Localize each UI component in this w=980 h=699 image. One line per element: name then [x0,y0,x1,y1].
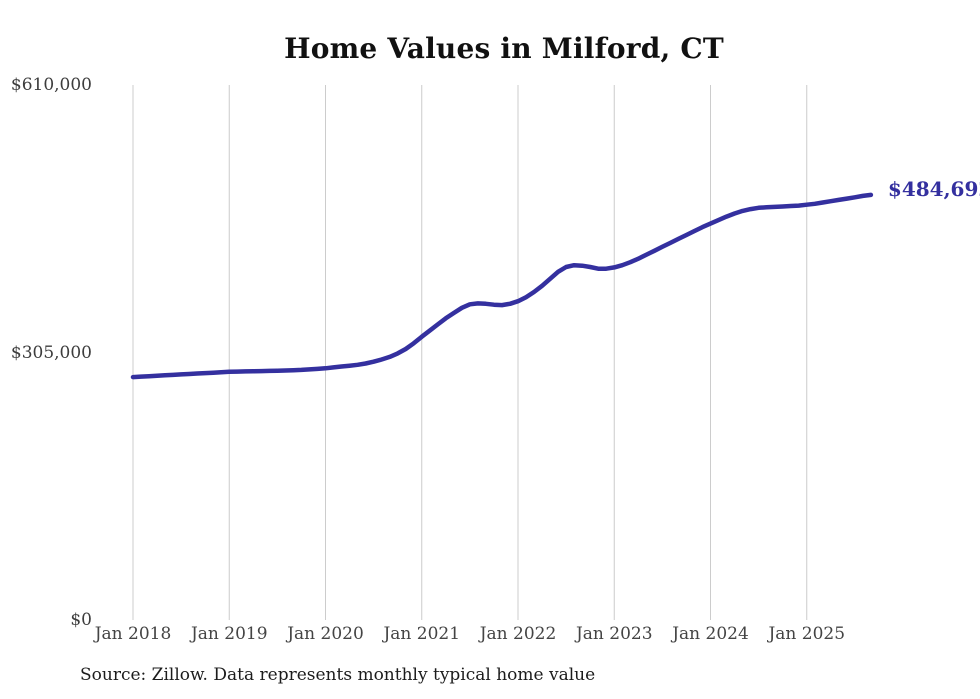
chart-title: Home Values in Milford, CT [284,32,724,65]
y-tick-label: $610,000 [10,75,92,95]
y-tick-label: $0 [70,610,92,630]
x-tick-label: Jan 2025 [768,624,846,644]
source-note: Source: Zillow. Data represents monthly … [80,665,596,685]
y-tick-label: $305,000 [10,342,92,363]
latest-value-label: $484,692 [887,176,980,201]
home-value-line [130,192,874,380]
x-tick-label: Jan 2018 [94,624,172,644]
x-tick-label: Jan 2021 [383,624,461,644]
x-tick-label: Jan 2022 [479,624,557,644]
x-tick-label: Jan 2019 [190,624,268,644]
x-tick-label: Jan 2020 [287,624,364,644]
x-tick-label: Jan 2024 [672,624,749,644]
x-tick-label: Jan 2023 [575,624,653,644]
